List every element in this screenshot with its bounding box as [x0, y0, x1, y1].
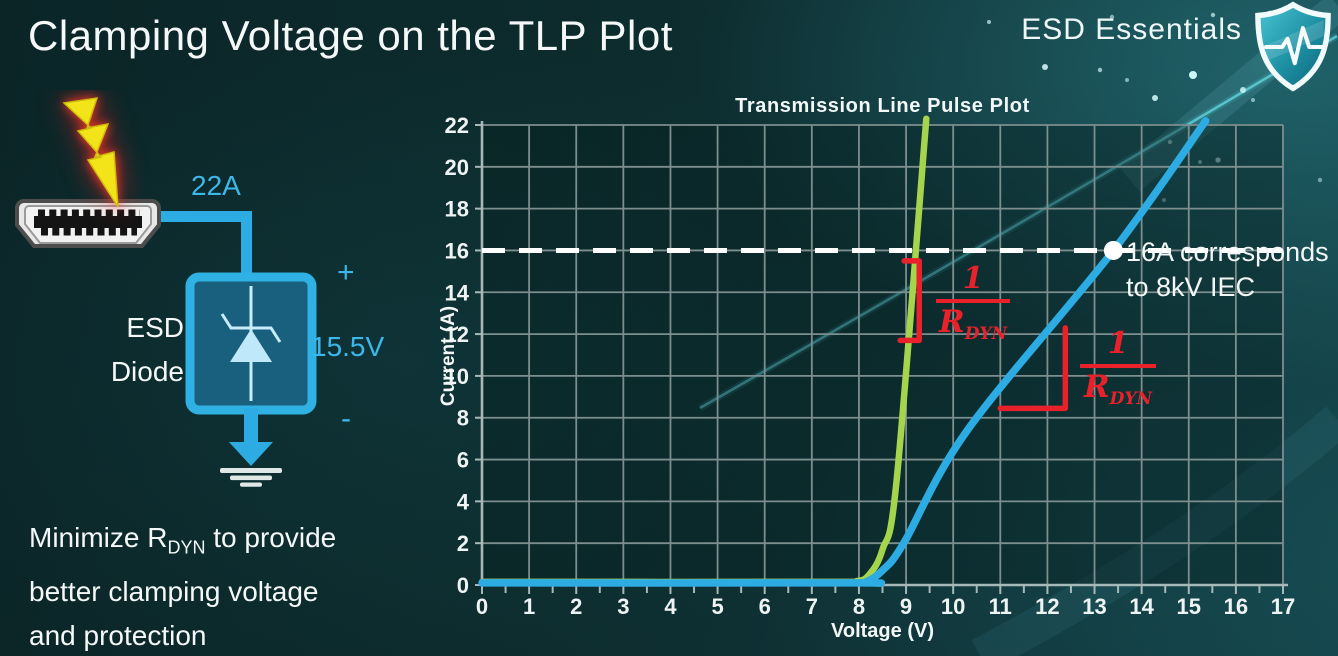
hdmi-connector-icon	[15, 199, 161, 248]
svg-text:6: 6	[457, 448, 469, 473]
svg-text:18: 18	[445, 197, 469, 222]
rdyn-numerator: 1	[1080, 326, 1156, 368]
rdyn-subscript: DYN	[167, 537, 206, 558]
zener-diode-icon	[220, 286, 282, 401]
marker-dot	[1103, 240, 1123, 260]
ground-icon	[220, 408, 282, 487]
svg-text:2: 2	[570, 594, 582, 619]
rdyn-fraction-green: 1 RDYN	[936, 261, 1010, 351]
y-axis-title: Current (A)	[438, 305, 459, 407]
svg-text:20: 20	[445, 155, 469, 180]
caption-line1: Minimize RDYN to provide	[29, 522, 337, 558]
caption-text: Minimize RDYN to provide better clamping…	[29, 516, 336, 656]
svg-text:5: 5	[711, 594, 723, 619]
brand-name: ESD Essentials	[1021, 13, 1242, 46]
esd-diode-label-line1: ESD	[126, 312, 184, 343]
rdyn-denominator: RDYN	[1083, 369, 1153, 410]
esd-diode-label: ESD Diode	[60, 306, 184, 394]
svg-text:4: 4	[664, 594, 677, 619]
curve-high-rdyn-esd-diode	[478, 117, 1210, 587]
svg-text:10: 10	[941, 594, 965, 619]
esd-diode-box	[185, 272, 317, 415]
esd-diode-label-line2: Diode	[110, 356, 184, 387]
slope-mark-right-angle	[997, 325, 1069, 412]
svg-text:3: 3	[617, 594, 629, 619]
rdyn-numerator: 1	[936, 261, 1010, 303]
caption-line3: and protection	[29, 619, 207, 651]
esd-circuit-diagram	[15, 97, 317, 487]
callout-line2: to 8kV IEC	[1126, 272, 1256, 302]
slope-mark-bracket	[897, 258, 923, 344]
svg-text:2: 2	[457, 531, 469, 556]
caption-line2: better clamping voltage	[29, 575, 319, 607]
svg-text:14: 14	[445, 280, 470, 305]
surge-current-label: 22A	[191, 170, 241, 201]
svg-text:12: 12	[445, 322, 469, 347]
minus-polarity-label: -	[341, 402, 351, 435]
svg-text:17: 17	[1271, 594, 1295, 619]
svg-text:6: 6	[759, 594, 771, 619]
marker-callout: 16A corresponds to 8kV IEC	[1126, 235, 1329, 305]
callout-line1: 16A corresponds	[1126, 237, 1329, 267]
svg-text:10: 10	[445, 364, 469, 389]
lightning-icon	[62, 97, 119, 208]
svg-text:8: 8	[457, 406, 469, 431]
svg-text:0: 0	[476, 594, 488, 619]
svg-text:0: 0	[457, 573, 469, 598]
svg-text:16: 16	[1224, 594, 1248, 619]
svg-text:4: 4	[457, 489, 470, 514]
svg-text:13: 13	[1082, 594, 1106, 619]
rdyn-fraction-blue: 1 RDYN	[1080, 326, 1156, 416]
shield-logo-icon	[1255, 1, 1331, 92]
svg-text:15: 15	[1177, 594, 1201, 619]
svg-text:1: 1	[523, 594, 535, 619]
plus-polarity-label: +	[337, 256, 355, 289]
clamp-voltage-label: 15.5V	[311, 331, 385, 362]
x-axis-title: Voltage (V)	[831, 620, 934, 642]
svg-text:7: 7	[806, 594, 818, 619]
svg-text:12: 12	[1035, 594, 1059, 619]
rdyn-denominator: RDYN	[938, 304, 1008, 345]
svg-text:22: 22	[445, 113, 469, 138]
svg-text:8: 8	[853, 594, 865, 619]
svg-text:11: 11	[989, 594, 1012, 619]
svg-text:16: 16	[445, 238, 469, 263]
chart-title: Transmission Line Pulse Plot	[735, 95, 1030, 117]
svg-text:9: 9	[900, 594, 912, 619]
page-title: Clamping Voltage on the TLP Plot	[28, 12, 673, 59]
svg-text:14: 14	[1129, 594, 1154, 619]
